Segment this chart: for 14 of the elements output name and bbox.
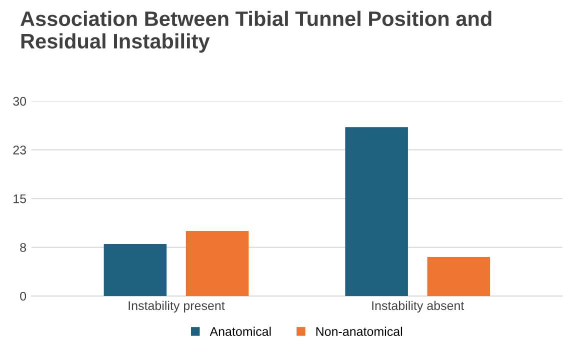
x-tick-label: Instability absent [372,300,464,313]
y-tick-label: 0 [20,292,26,301]
bar [345,127,408,296]
bar [427,257,490,296]
y-tick-label: 15 [14,194,26,204]
bar [186,231,249,296]
legend-label: Non-anatomical [316,326,402,336]
chart-title: Association Between Tibial Tunnel Position and Residual Instability [20,10,492,53]
y-tick-label: 23 [13,146,26,154]
legend-label: Anatomical [210,326,271,336]
y-tick-label: 30 [13,96,26,106]
bar [104,244,167,296]
y-tick-label: 8 [20,243,26,252]
x-tick-label: Instability present [128,300,225,313]
